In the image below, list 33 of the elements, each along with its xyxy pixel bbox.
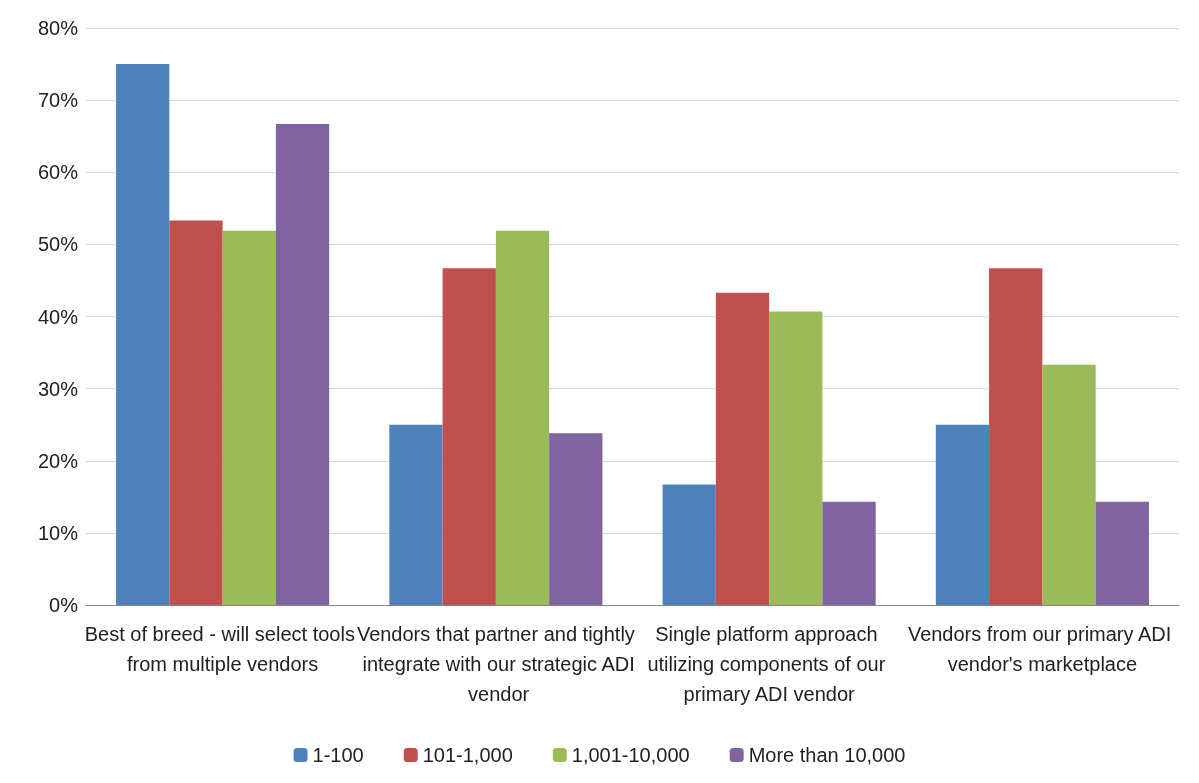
y-tick-label: 10% (37, 521, 79, 544)
bar (442, 268, 496, 605)
y-tick-label: 40% (37, 305, 79, 328)
bar (389, 424, 443, 605)
bar (222, 230, 276, 605)
x-tick-label: Vendors that partner and tightly integrate with our strategic ADI vendor (356, 623, 635, 705)
bar (715, 292, 770, 605)
legend-label: More than 10,000 (748, 744, 906, 766)
bar (116, 64, 170, 605)
y-tick-label: 60% (37, 161, 79, 184)
bar (549, 433, 603, 605)
y-tick-label: 80% (37, 17, 79, 39)
legend-label: 101-1,000 (422, 744, 513, 766)
bar (1042, 364, 1096, 605)
bar (989, 268, 1043, 605)
y-tick-label: 50% (37, 233, 79, 256)
x-tick-label: Single platform approach utilizing components of our primary ADI vendor (647, 623, 891, 705)
bar (662, 484, 716, 605)
y-tick-label: 0% (49, 594, 79, 616)
bar (769, 311, 823, 605)
y-tick-label: 30% (37, 377, 79, 400)
bar (935, 424, 990, 605)
legend-label: 1-100 (312, 744, 364, 766)
bar (495, 230, 550, 605)
bar (275, 123, 330, 605)
x-tick-label: Best of breed - will select tools from multiple vendors (84, 623, 355, 675)
y-tick-label: 20% (37, 449, 79, 472)
bar (169, 220, 223, 605)
legend-label: 1,001-10,000 (571, 744, 690, 766)
bar (1095, 501, 1149, 605)
bar (822, 501, 876, 605)
y-tick-label: 70% (37, 89, 79, 112)
x-tick-label: Vendors from our primary ADI vendor's marketplace (907, 623, 1177, 675)
